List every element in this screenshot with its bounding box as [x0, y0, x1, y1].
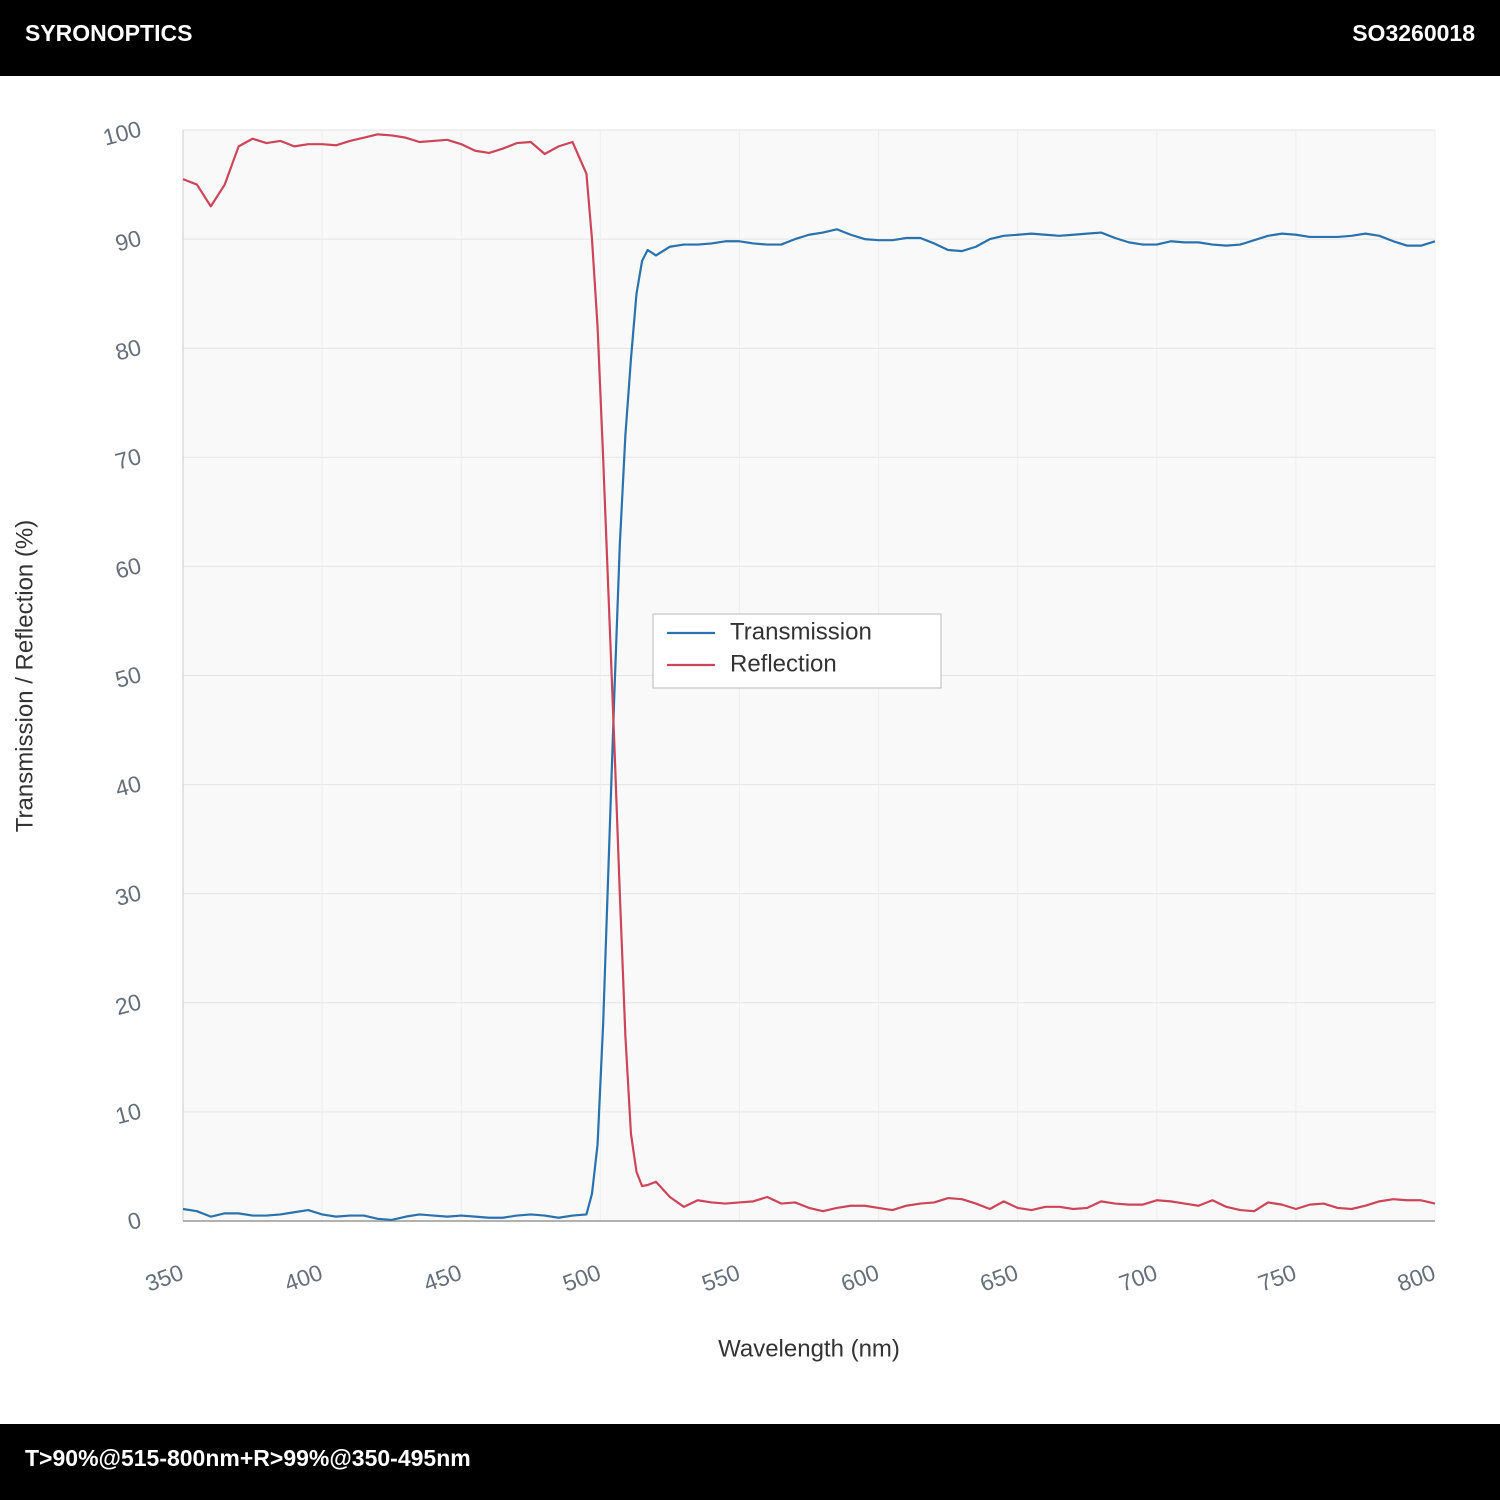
x-axis-label: Wavelength (nm)	[718, 1335, 900, 1362]
legend-label: Reflection	[730, 650, 837, 677]
x-tick-label: 450	[420, 1259, 465, 1297]
legend	[652, 613, 942, 689]
spec: T>90%@515-800nm+R>99%@350-495nm	[25, 1445, 471, 1471]
x-tick-label: 600	[837, 1259, 882, 1297]
header-bar	[0, 0, 1500, 76]
x-tick-label: 750	[1255, 1259, 1300, 1297]
part-number: SO3260018	[1352, 20, 1475, 46]
x-tick-label: 500	[559, 1259, 604, 1297]
y-tick-label: 0	[125, 1207, 144, 1235]
legend-label: Transmission	[730, 618, 872, 645]
series-line	[182, 228, 1436, 1222]
y-tick-label: 40	[112, 770, 143, 802]
x-tick-label: 400	[281, 1259, 326, 1297]
y-tick-label: 20	[112, 988, 143, 1020]
brand: SYRONOPTICS	[25, 20, 192, 46]
x-tick-label: 700	[1116, 1259, 1161, 1297]
series-line	[182, 133, 1436, 1213]
y-tick-label: 80	[112, 334, 143, 366]
y-tick-label: 60	[112, 552, 143, 584]
y-tick-label: 100	[100, 116, 144, 151]
y-tick-label: 10	[112, 1097, 143, 1129]
x-tick-label: 550	[698, 1259, 743, 1297]
x-tick-label: 350	[142, 1259, 187, 1297]
y-tick-label: 90	[112, 225, 143, 257]
y-tick-label: 50	[112, 661, 143, 693]
footer-bar	[0, 1424, 1500, 1500]
y-tick-label: 70	[112, 443, 143, 475]
y-axis-label: Transmission / Reflection (%)	[11, 520, 38, 833]
x-tick-label: 800	[1394, 1259, 1439, 1297]
x-tick-label: 650	[977, 1259, 1022, 1297]
y-tick-label: 30	[112, 879, 143, 911]
